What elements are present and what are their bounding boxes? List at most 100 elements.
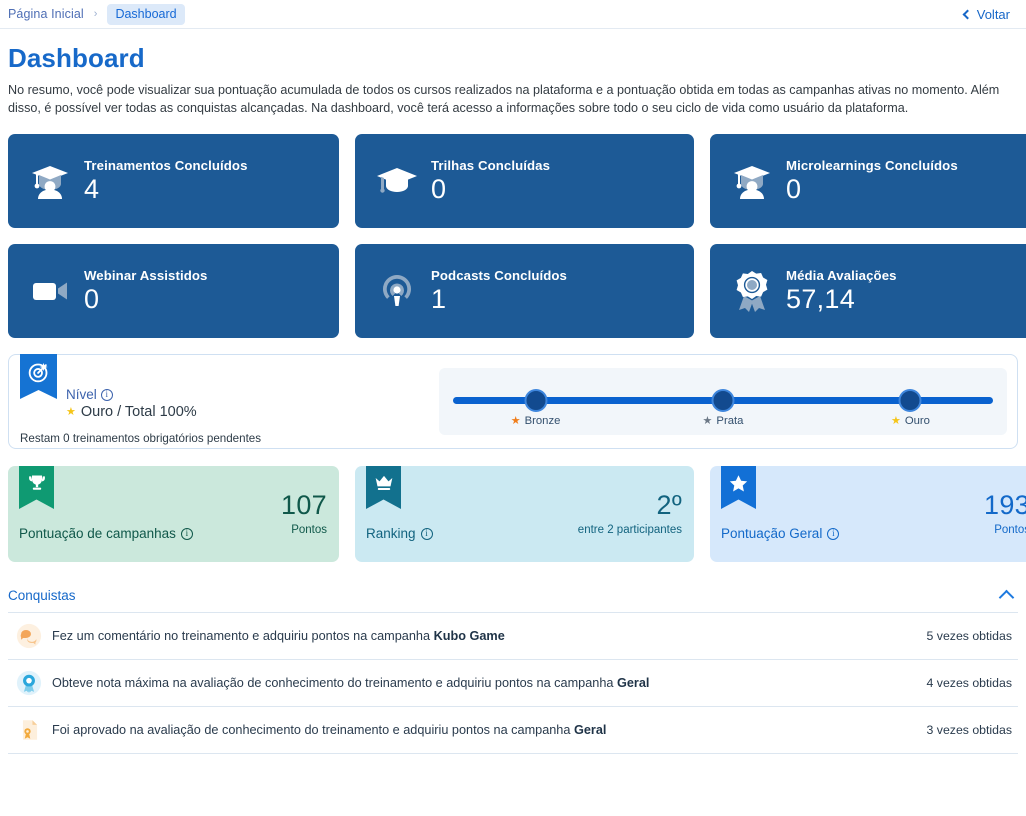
- achievement-text-main: Fez um comentário no treinamento e adqui…: [52, 629, 434, 643]
- tier-label-ouro: ★ Ouro: [891, 415, 930, 427]
- achievement-count: 4 vezes obtidas: [926, 676, 1012, 690]
- slider-knob-ouro[interactable]: [898, 389, 922, 412]
- level-summary: Ouro / Total 100%: [80, 404, 197, 420]
- stat-value: 1: [431, 283, 447, 314]
- score-card-pontuacao-geral[interactable]: Pontuação Geral i 193 Pontos: [710, 466, 1026, 562]
- stat-value: 0: [84, 283, 100, 314]
- stat-card-trilhas[interactable]: Trilhas Concluídas 0: [355, 134, 694, 228]
- achievement-campaign: Geral: [616, 676, 650, 690]
- score-cards-grid: Pontuação de campanhas i 107 Pontos Rank…: [8, 466, 1026, 562]
- slider-knob-bronze[interactable]: [524, 389, 548, 412]
- tier-label-bronze: ★ Bronze: [511, 415, 561, 427]
- star-icon: ★: [510, 414, 521, 427]
- score-unit: entre 2 participantes: [577, 524, 682, 536]
- tier-name: Prata: [716, 415, 744, 427]
- graduation-cap-icon: [369, 165, 425, 197]
- score-card-pontuacao-campanhas[interactable]: Pontuação de campanhas i 107 Pontos: [8, 466, 339, 562]
- tier-name: Ouro: [904, 415, 930, 427]
- score-label-row: Pontuação Geral i: [721, 526, 840, 541]
- breadcrumb: Página Inicial › Dashboard Voltar: [0, 0, 1026, 29]
- level-progress-slider[interactable]: ★ Bronze ★ Prata ★ Ouro: [439, 368, 1007, 435]
- achievement-campaign: Geral: [573, 723, 607, 737]
- stat-label: Treinamentos Concluídos: [84, 157, 248, 173]
- score-value: 107: [281, 490, 327, 520]
- target-bookmark-icon: [20, 354, 57, 399]
- certificate-doc-icon: [12, 715, 46, 745]
- achievement-text: Fez um comentário no treinamento e adqui…: [46, 629, 505, 643]
- level-info: Nível i ★ Ouro / Total 100% Restam 0 tre…: [9, 354, 439, 449]
- level-summary-row: ★ Ouro / Total 100%: [66, 404, 197, 420]
- achievement-text: Foi aprovado na avaliação de conheciment…: [46, 723, 606, 737]
- page-description: No resumo, você pode visualizar sua pont…: [8, 83, 1000, 115]
- chevron-left-icon: [962, 9, 973, 19]
- stat-card-microlearnings[interactable]: Microlearnings Concluídos 0: [710, 134, 1026, 228]
- chevron-up-icon[interactable]: [998, 589, 1015, 605]
- achievement-row[interactable]: Obteve nota máxima na avaliação de conhe…: [8, 660, 1018, 707]
- star-icon: ★: [890, 414, 901, 427]
- stat-card-treinamentos[interactable]: Treinamentos Concluídos 4: [8, 134, 339, 228]
- comment-bubble-icon: [12, 621, 46, 651]
- score-card-ranking[interactable]: Ranking i 2º entre 2 participantes: [355, 466, 694, 562]
- breadcrumb-home[interactable]: Página Inicial: [8, 7, 84, 21]
- stat-label: Podcasts Concluídos: [431, 267, 567, 283]
- level-note: Restam 0 treinamentos obrigatórios pende…: [20, 432, 262, 445]
- stat-label: Média Avaliações: [786, 267, 897, 283]
- stat-label: Webinar Assistidos: [84, 267, 208, 283]
- achievement-campaign: Kubo Game: [433, 629, 505, 643]
- score-value: 2º: [656, 490, 682, 520]
- stat-cards-grid: Treinamentos Concluídos 4 Trilhas Conclu…: [8, 134, 1026, 338]
- achievement-row[interactable]: Fez um comentário no treinamento e adqui…: [8, 613, 1018, 660]
- award-rosette-icon: [724, 269, 780, 313]
- achievement-text-main: Obteve nota máxima na avaliação de conhe…: [52, 676, 617, 690]
- achievement-text-main: Foi aprovado na avaliação de conheciment…: [52, 723, 574, 737]
- level-title: Nível: [66, 387, 97, 402]
- achievement-count: 5 vezes obtidas: [926, 629, 1012, 643]
- graduation-person-icon: [724, 163, 780, 199]
- score-value: 193: [984, 490, 1026, 520]
- breadcrumb-current[interactable]: Dashboard: [107, 3, 185, 25]
- level-title-row: Nível i: [66, 387, 197, 402]
- tier-name: Bronze: [524, 415, 561, 427]
- info-icon[interactable]: i: [180, 527, 193, 540]
- video-camera-icon: [22, 277, 78, 305]
- level-panel: Nível i ★ Ouro / Total 100% Restam 0 tre…: [8, 354, 1018, 449]
- info-icon[interactable]: i: [827, 527, 840, 540]
- achievements-header[interactable]: Conquistas: [8, 578, 1018, 612]
- achievement-text: Obteve nota máxima na avaliação de conhe…: [46, 676, 649, 690]
- graduation-person-icon: [22, 163, 78, 199]
- tier-label-prata: ★ Prata: [703, 415, 744, 427]
- podcast-icon: [369, 271, 425, 311]
- info-icon[interactable]: i: [420, 527, 433, 540]
- score-unit: Pontos: [291, 524, 327, 536]
- score-label-row: Ranking i: [366, 526, 433, 541]
- stat-card-media-avaliacoes[interactable]: Média Avaliações 57,14: [710, 244, 1026, 338]
- achievement-row[interactable]: Foi aprovado na avaliação de conheciment…: [8, 707, 1018, 754]
- slider-knob-prata[interactable]: [711, 389, 735, 412]
- score-label: Ranking: [366, 526, 416, 541]
- stat-card-podcasts[interactable]: Podcasts Concluídos 1: [355, 244, 694, 338]
- star-icon: ★: [702, 414, 713, 427]
- stat-label: Microlearnings Concluídos: [786, 157, 958, 173]
- ribbon-medal-icon: [12, 668, 46, 698]
- page-title: Dashboard: [8, 43, 145, 73]
- star-icon: ★: [66, 405, 76, 418]
- trophy-bookmark-icon: [19, 466, 54, 509]
- stat-value: 0: [786, 173, 802, 204]
- stat-value: 57,14: [786, 283, 856, 314]
- stat-value: 0: [431, 173, 447, 204]
- info-icon[interactable]: i: [100, 388, 113, 401]
- score-label-row: Pontuação de campanhas i: [19, 526, 193, 541]
- score-unit: Pontos: [994, 524, 1026, 536]
- stat-value: 4: [84, 173, 100, 204]
- breadcrumb-separator-icon: ›: [93, 7, 98, 20]
- stat-label: Trilhas Concluídas: [431, 157, 551, 173]
- back-button-label: Voltar: [976, 6, 1010, 22]
- score-label: Pontuação Geral: [721, 526, 823, 541]
- score-label: Pontuação de campanhas: [19, 526, 176, 541]
- back-button[interactable]: Voltar: [962, 6, 1018, 22]
- achievement-count: 3 vezes obtidas: [926, 723, 1012, 737]
- stat-card-webinar[interactable]: Webinar Assistidos 0: [8, 244, 339, 338]
- crown-bookmark-icon: [366, 466, 401, 509]
- achievements-list: Fez um comentário no treinamento e adqui…: [8, 612, 1018, 754]
- achievements-title: Conquistas: [8, 587, 76, 603]
